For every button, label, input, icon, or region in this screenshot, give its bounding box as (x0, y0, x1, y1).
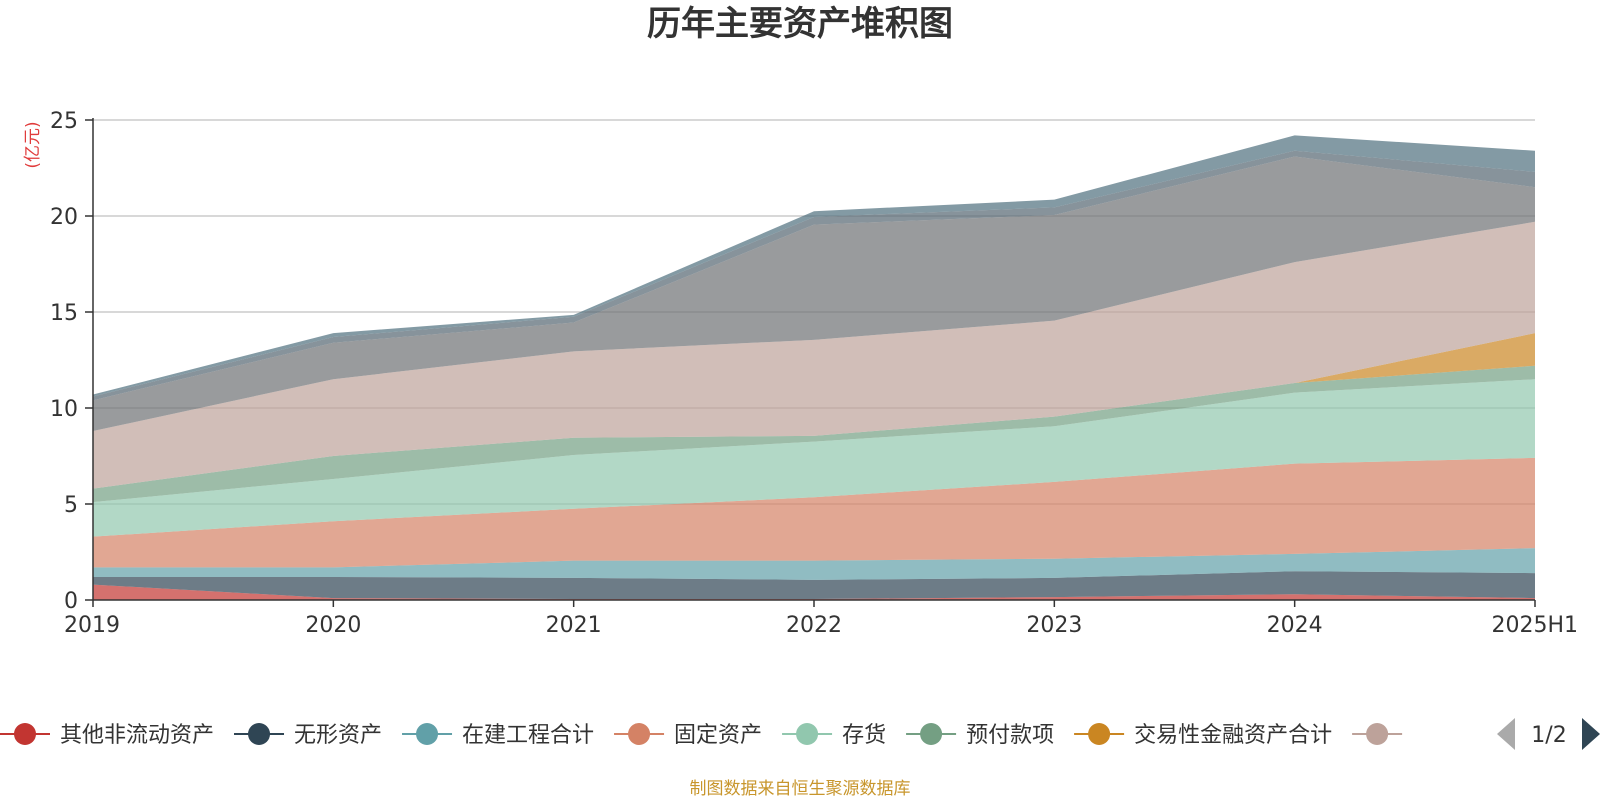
y-tick-label: 25 (50, 109, 78, 134)
legend-pager: 1/2 (1497, 718, 1600, 750)
x-tick-label: 2025H1 (1491, 613, 1578, 638)
area-series (93, 135, 1535, 600)
y-tick-label: 20 (50, 205, 78, 230)
y-axis-label: (亿元) (23, 121, 43, 168)
area-series-3[interactable] (93, 457, 1535, 568)
legend: 其他非流动资产 无形资产 在建工程合计 固定资产 存货 预付款项 交易性金融资产合计 (0, 723, 1403, 748)
legend-page-indicator: 1/2 (1531, 723, 1566, 748)
y-axis-ticks: 0 5 10 15 20 25 (50, 109, 93, 614)
area-series-8[interactable] (93, 156, 1535, 432)
legend-label: 无形资产 (294, 723, 382, 748)
legend-marker-icon (796, 723, 819, 745)
legend-marker-icon (1366, 723, 1389, 745)
legend-marker-icon (920, 723, 943, 745)
legend-label: 预付款项 (966, 723, 1054, 748)
legend-label: 在建工程合计 (462, 723, 594, 748)
legend-label: 其他非流动资产 (60, 723, 214, 748)
legend-item[interactable]: 交易性金融资产合计 (1074, 723, 1332, 748)
legend-item[interactable]: 无形资产 (234, 723, 382, 748)
legend-marker-icon (1088, 723, 1111, 745)
legend-marker-icon (248, 723, 271, 745)
x-tick-label: 2020 (305, 613, 361, 638)
legend-marker-icon (628, 723, 651, 745)
x-tick-label: 2024 (1267, 613, 1323, 638)
area-series-4[interactable] (93, 379, 1535, 537)
legend-item[interactable]: 预付款项 (906, 723, 1054, 748)
legend-item[interactable]: 在建工程合计 (402, 723, 594, 748)
x-tick-label: 2019 (64, 613, 120, 638)
legend-label: 交易性金融资产合计 (1134, 723, 1332, 748)
y-tick-label: 5 (64, 493, 78, 518)
y-tick-label: 0 (64, 589, 78, 614)
legend-label: 存货 (842, 723, 886, 748)
legend-item[interactable]: 存货 (782, 723, 886, 748)
legend-prev-page-icon[interactable] (1497, 718, 1515, 750)
x-tick-label: 2023 (1026, 613, 1082, 638)
legend-marker-icon (416, 723, 439, 745)
x-tick-label: 2021 (546, 613, 602, 638)
area-series-2[interactable] (93, 548, 1535, 580)
data-source-note: 制图数据来自恒生聚源数据库 (690, 779, 911, 799)
area-series-1[interactable] (93, 571, 1535, 600)
legend-item[interactable]: 其他非流动资产 (0, 723, 214, 748)
legend-item[interactable] (1352, 723, 1403, 745)
area-series-0[interactable] (93, 584, 1535, 600)
y-tick-label: 10 (50, 397, 78, 422)
y-tick-label: 15 (50, 301, 78, 326)
legend-item[interactable]: 固定资产 (614, 723, 762, 748)
legend-label: 固定资产 (674, 723, 762, 748)
area-series-5[interactable] (93, 365, 1535, 503)
chart-title: 历年主要资产堆积图 (647, 4, 953, 44)
x-tick-label: 2022 (786, 613, 842, 638)
legend-marker-icon (14, 723, 36, 745)
area-series-7[interactable] (93, 221, 1535, 489)
x-axis-ticks: 2019 2020 2021 2022 2023 2024 2025H1 (64, 600, 1578, 638)
legend-next-page-icon[interactable] (1582, 718, 1600, 750)
